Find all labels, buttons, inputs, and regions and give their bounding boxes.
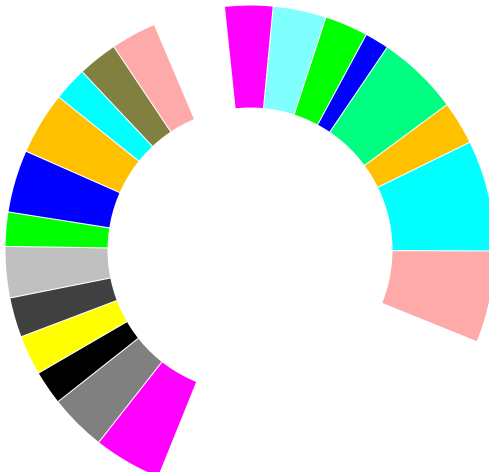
donut-segment-21 xyxy=(113,23,196,133)
donut-segment-7 xyxy=(381,250,489,343)
donut-segment-6 xyxy=(376,141,489,252)
donut-segments xyxy=(4,4,489,472)
